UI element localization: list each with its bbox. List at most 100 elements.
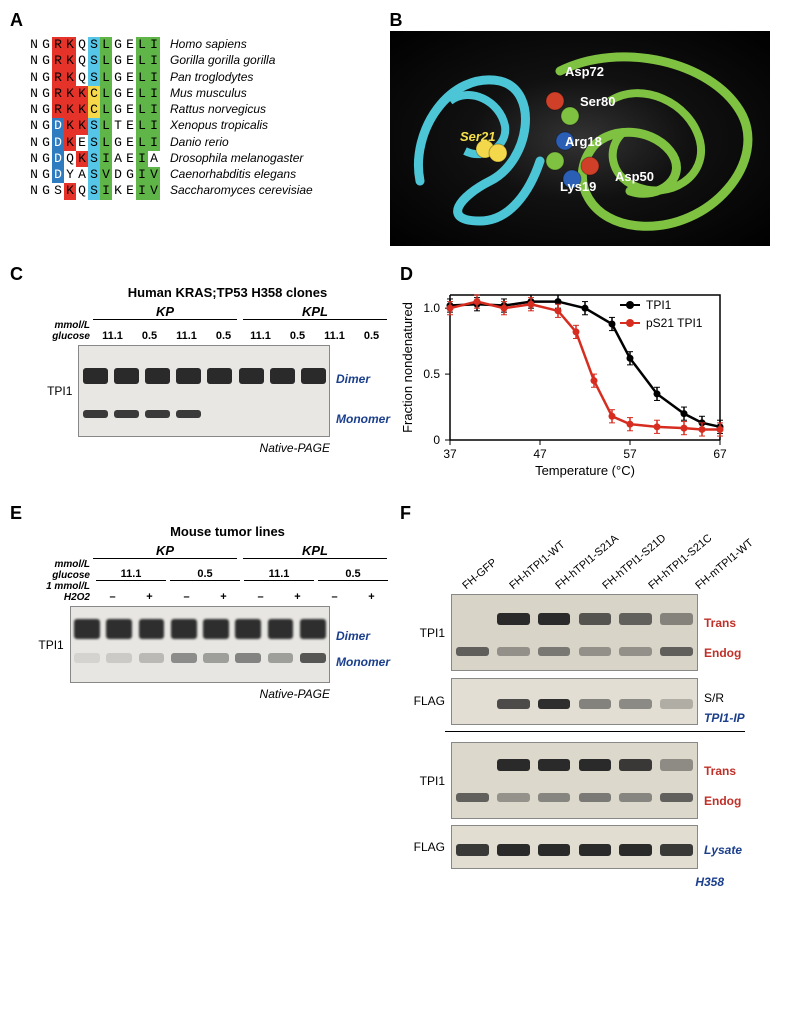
species-name: Danio rerio [160, 135, 229, 151]
band-label: TPI1-IP [704, 711, 759, 725]
h2o2-value: – [316, 591, 353, 603]
svg-text:pS21 TPI1: pS21 TPI1 [646, 316, 703, 330]
residue-cell: V [100, 167, 112, 183]
western-blot [451, 825, 698, 869]
residue-cell: L [136, 102, 148, 118]
blot-row-label: FLAG [400, 840, 451, 854]
panel-c-groups: KPKPL [90, 304, 390, 320]
svg-text:Ser80: Ser80 [580, 94, 615, 109]
western-blot [451, 678, 698, 725]
residue-cell: E [124, 151, 136, 167]
residue-cell: E [124, 135, 136, 151]
residue-cell: R [52, 102, 64, 118]
residue-cell: I [100, 151, 112, 167]
glucose-value: 11.1 [96, 568, 166, 581]
residue-cell: L [136, 37, 148, 53]
alignment-row: NGRKQSLGELIPan troglodytes [28, 70, 380, 86]
residue-cell: I [148, 53, 160, 69]
residue-cell: K [64, 53, 76, 69]
residue-cell: L [100, 102, 112, 118]
residue-cell: G [40, 151, 52, 167]
residue-cell: R [52, 86, 64, 102]
residue-cell: E [124, 102, 136, 118]
h2o2-value: + [131, 591, 168, 603]
residue-cell: K [76, 102, 88, 118]
residue-cell: S [88, 183, 100, 199]
western-blot [451, 594, 698, 671]
panel-e-title: Mouse tumor lines [65, 524, 390, 539]
residue-cell: K [64, 37, 76, 53]
residue-cell: I [100, 183, 112, 199]
svg-text:47: 47 [533, 447, 547, 461]
panel-d: D 3747576700.51.0Temperature (°C)Fractio… [400, 264, 779, 485]
residue-cell: E [124, 70, 136, 86]
glucose-value: 11.1 [242, 330, 279, 342]
panel-b: B Asp72Ser80Ser21Arg18Lys19Asp50 [390, 10, 779, 246]
panel-e-rowlabel: TPI1 [25, 638, 70, 652]
residue-cell: N [28, 151, 40, 167]
residue-cell: Q [64, 151, 76, 167]
residue-cell: L [100, 37, 112, 53]
dimer-label-e: Dimer [336, 629, 390, 643]
residue-cell: Y [64, 167, 76, 183]
svg-text:37: 37 [443, 447, 457, 461]
panel-a-label: A [10, 10, 380, 31]
residue-cell: K [64, 70, 76, 86]
residue-cell: D [52, 167, 64, 183]
band-label: Endog [704, 794, 759, 808]
residue-cell: K [64, 183, 76, 199]
residue-cell: N [28, 37, 40, 53]
residue-cell: R [52, 53, 64, 69]
residue-cell: N [28, 53, 40, 69]
residue-cell: G [124, 167, 136, 183]
residue-cell: L [136, 53, 148, 69]
residue-cell: R [52, 37, 64, 53]
panel-f: F FH-GFPFH-hTPI1-WTFH-hTPI1-S21AFH-hTPI1… [400, 503, 779, 889]
residue-cell: L [100, 53, 112, 69]
residue-cell: G [112, 102, 124, 118]
residue-cell: S [88, 53, 100, 69]
svg-text:Fraction nondenatured: Fraction nondenatured [400, 302, 415, 433]
panel-e-glucose: 11.10.511.10.5 [94, 568, 390, 581]
band-label: Trans [704, 764, 759, 778]
residue-cell: I [148, 118, 160, 134]
blot-row-label: TPI1 [400, 626, 451, 640]
glucose-label-e: mmol/L glucose [25, 559, 94, 581]
panel-b-label: B [390, 10, 779, 31]
residue-cell: S [52, 183, 64, 199]
species-name: Rattus norvegicus [160, 102, 266, 118]
glucose-value: 0.5 [205, 330, 242, 342]
panel-c-title: Human KRAS;TP53 H358 clones [65, 285, 390, 300]
residue-cell: I [148, 102, 160, 118]
residue-cell: E [124, 183, 136, 199]
alignment-row: NGDKKSLTELIXenopus tropicalis [28, 118, 380, 134]
panel-f-footer: H358 [400, 875, 779, 889]
residue-cell: E [76, 135, 88, 151]
residue-cell: I [148, 135, 160, 151]
group-header: KP [93, 543, 237, 559]
residue-cell: D [52, 151, 64, 167]
residue-cell: V [148, 183, 160, 199]
residue-cell: Q [76, 183, 88, 199]
residue-cell: G [40, 167, 52, 183]
alignment-row: NGDKESLGELIDanio rerio [28, 135, 380, 151]
residue-cell: L [100, 118, 112, 134]
panel-c-glucose: 11.10.511.10.511.10.511.10.5 [94, 330, 390, 342]
band-label: S/R [704, 691, 759, 705]
blot-row-label: TPI1 [400, 774, 451, 788]
panel-f-content: FH-GFPFH-hTPI1-WTFH-hTPI1-S21AFH-hTPI1-S… [400, 524, 779, 889]
residue-cell: Q [76, 37, 88, 53]
band-label: Endog [704, 646, 759, 660]
residue-cell: N [28, 167, 40, 183]
residue-cell: G [40, 118, 52, 134]
h2o2-value: + [279, 591, 316, 603]
residue-cell: G [40, 102, 52, 118]
residue-cell: L [136, 70, 148, 86]
residue-cell: K [112, 183, 124, 199]
residue-cell: L [136, 118, 148, 134]
residue-cell: K [64, 86, 76, 102]
svg-text:0: 0 [433, 433, 440, 447]
panel-c-label: C [10, 264, 390, 285]
residue-cell: N [28, 102, 40, 118]
residue-cell: C [88, 102, 100, 118]
